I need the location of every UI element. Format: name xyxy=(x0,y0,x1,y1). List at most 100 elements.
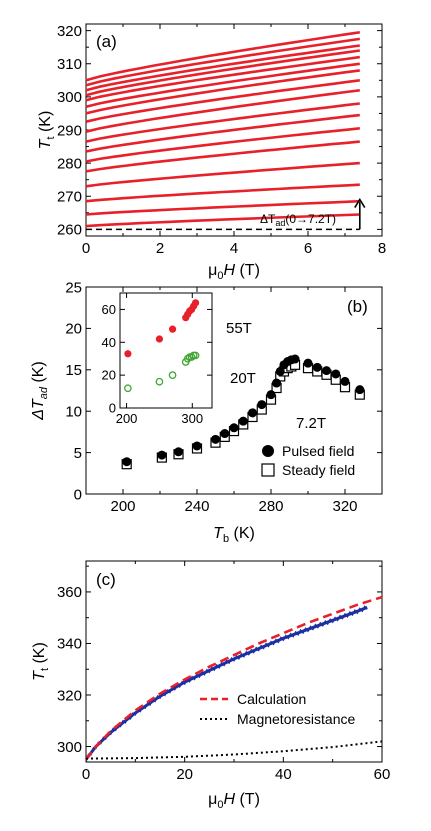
y-tick-label: 340 xyxy=(57,636,82,653)
y-tick-label: 320 xyxy=(57,23,82,40)
pulsed-field-point xyxy=(211,434,220,444)
y-tick-label: 300 xyxy=(57,739,82,756)
x-tick-label: 40 xyxy=(275,766,292,783)
curve-4 xyxy=(85,161,360,188)
x-tick-label: 280 xyxy=(258,498,283,515)
y-tick-label: 300 xyxy=(57,89,82,106)
y-tick-label: 20 xyxy=(65,321,82,338)
inset-point-20t xyxy=(187,353,196,361)
curve-15 xyxy=(85,44,360,92)
y-axis-label: Tt (K) xyxy=(37,111,57,150)
panel-b: 200 240 280 320 0 5 10 15 20 25 (b) 7.2T Pulsed fiel… xyxy=(30,279,383,545)
legend-title: 7.2T xyxy=(296,415,326,432)
inset-point-20t xyxy=(155,377,164,386)
inset-y-tick-label: 0 xyxy=(109,401,116,416)
inset-label-55t: 55T xyxy=(226,320,252,337)
pulsed-field-point xyxy=(122,457,132,467)
legend-label-steady: Steady field xyxy=(282,462,355,478)
x-tick-label: 320 xyxy=(332,498,357,515)
inset-y-tick-label: 20 xyxy=(102,368,116,383)
y-tick-label: 280 xyxy=(57,155,82,172)
curve-8 xyxy=(85,102,360,143)
pulsed-field-point xyxy=(174,447,183,457)
y-tick-label: 320 xyxy=(57,687,82,704)
pulsed-field-point xyxy=(340,376,350,386)
y-axis-label: ΔTad (K) xyxy=(30,361,50,421)
x-tick-label: 4 xyxy=(230,240,238,257)
y-tick-label: 360 xyxy=(57,584,82,601)
pulsed-field-point xyxy=(192,441,202,451)
y-tick-label: 260 xyxy=(57,222,82,239)
y-tick-label: 270 xyxy=(57,189,82,206)
pulsed-field-point xyxy=(303,358,313,368)
y-tick-label: 10 xyxy=(65,403,82,420)
inset-point-20t xyxy=(168,371,177,379)
inset-y-tick-label: 60 xyxy=(102,302,116,317)
inset-point-55t xyxy=(124,350,132,358)
panel-label: (a) xyxy=(96,32,117,51)
inset-label-20t: 20T xyxy=(230,370,256,387)
curve-5 xyxy=(85,140,360,173)
curve-12 xyxy=(85,62,360,109)
inset-point-55t xyxy=(168,325,177,333)
pulsed-field-point xyxy=(229,423,239,433)
magnetoresistance-curve xyxy=(85,740,383,760)
pulsed-field-point xyxy=(238,416,248,426)
curve-16 xyxy=(85,37,360,87)
measured-curve-noise xyxy=(85,605,368,762)
inset-point-20t xyxy=(183,354,192,363)
x-tick-label: 2 xyxy=(156,240,164,257)
pulsed-field-point xyxy=(257,400,267,410)
inset-point-55t xyxy=(191,299,200,307)
inset-frame xyxy=(119,292,213,409)
x-axis-label: μ0H (T) xyxy=(208,262,260,282)
pulsed-field-point xyxy=(272,378,282,388)
y-tick-label: 15 xyxy=(65,362,82,379)
y-tick-label: 5 xyxy=(74,445,82,462)
curve-10 xyxy=(85,79,360,123)
pulsed-field-point xyxy=(266,390,276,400)
y-tick-label: 290 xyxy=(57,122,82,139)
inset-point-20t xyxy=(124,384,132,393)
inset-point-55t xyxy=(155,335,164,343)
pulsed-field-point xyxy=(248,408,257,418)
curve-1 xyxy=(85,213,360,228)
y-tick-label: 25 xyxy=(65,279,82,296)
x-tick-label: 0 xyxy=(82,766,90,783)
x-tick-label: 60 xyxy=(374,766,391,783)
annotation-delta-tad: ΔTad(0→7.2T) xyxy=(260,212,336,228)
curve-3 xyxy=(85,183,360,203)
pulsed-field-point xyxy=(275,366,285,376)
legend-label-pulsed: Pulsed field xyxy=(282,443,354,459)
curve-17 xyxy=(85,31,360,82)
panel-a: 0 2 4 6 8 260 270 280 290 300 310 320 (a) ΔTad(0→7.2T… xyxy=(37,23,386,282)
curve-14 xyxy=(85,49,360,97)
pulsed-field-point xyxy=(220,429,230,439)
x-tick-label: 8 xyxy=(378,240,386,257)
pulsed-field-point xyxy=(322,366,331,376)
curve-2 xyxy=(85,199,360,216)
inset-y-tick-label: 40 xyxy=(102,335,116,350)
measured-curve xyxy=(84,606,368,761)
x-tick-label: 0 xyxy=(82,240,90,257)
pulsed-field-point xyxy=(290,354,300,364)
panel-label: (c) xyxy=(96,570,116,589)
pulsed-field-point xyxy=(312,362,322,372)
x-tick-label: 200 xyxy=(110,498,135,515)
inset: 200 300 0 20 40 60 55T 20T xyxy=(102,292,256,426)
y-axis-label: Tt (K) xyxy=(31,642,51,681)
legend-label-calculation: Calculation xyxy=(237,691,306,707)
panel-c: 0 20 40 60 300 320 340 360 (c) Calculation Magneto… xyxy=(31,560,391,811)
panel-label: (b) xyxy=(347,297,368,316)
x-axis-label: Tb (K) xyxy=(213,525,255,545)
delta-arrow-head xyxy=(354,198,366,208)
inset-point-20t xyxy=(191,351,200,360)
calculation-curve xyxy=(84,595,383,761)
x-tick-label: 6 xyxy=(304,240,312,257)
pulsed-field-point xyxy=(157,450,167,460)
x-tick-label: 240 xyxy=(184,498,209,515)
x-axis-label: μ0H (T) xyxy=(208,791,260,811)
y-tick-label: 310 xyxy=(57,56,82,73)
curve-6 xyxy=(85,127,360,163)
